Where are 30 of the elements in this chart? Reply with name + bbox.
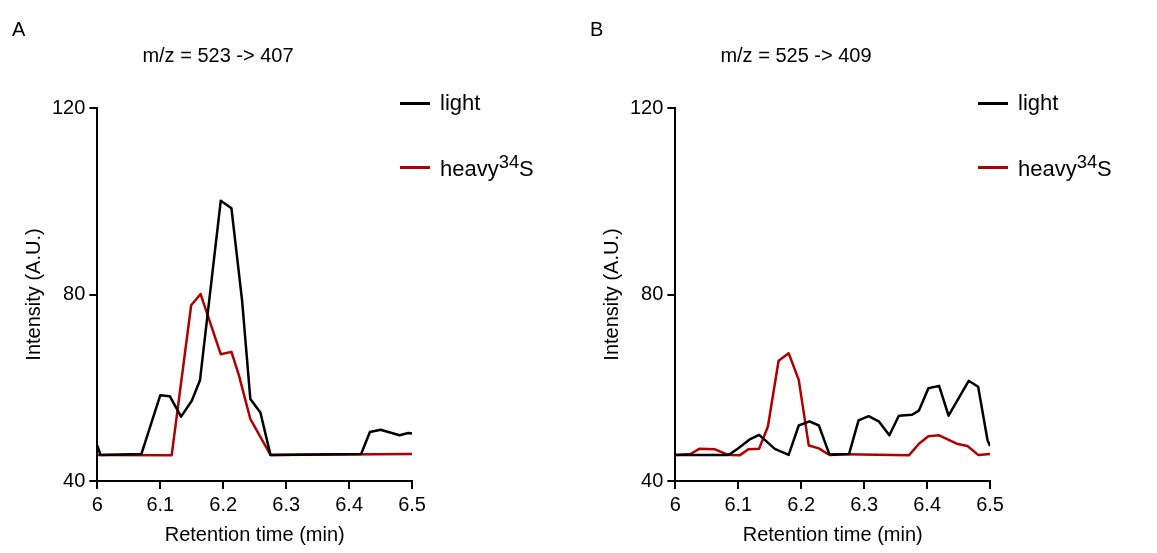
x-tick-label: 6.2 <box>209 492 238 515</box>
x-tick-label: 6.5 <box>398 492 426 515</box>
y-tick-label: 120 <box>629 95 664 118</box>
x-tick-label: 6.1 <box>724 492 753 515</box>
x-tick-label: 6.3 <box>272 492 301 515</box>
x-tick-label: 6.5 <box>976 492 1004 515</box>
text: A <box>12 18 26 41</box>
text: B <box>590 18 604 41</box>
y-tick-label: 40 <box>641 468 664 491</box>
x-tick-label: 6 <box>91 492 103 515</box>
legend-label: light <box>1018 90 1059 116</box>
y-axis-title: Intensity (A.U.) <box>599 228 622 361</box>
y-tick-label: 40 <box>63 468 86 491</box>
legend-label: heavy$^{34}$S <box>440 151 534 183</box>
x-tick-label: 6.1 <box>146 492 175 515</box>
x-tick-label: 6.2 <box>787 492 816 515</box>
chart-title: m/z = 523 -> 407 <box>142 43 294 66</box>
y-tick-label: 80 <box>641 282 664 305</box>
y-axis-title: Intensity (A.U.) <box>21 228 44 361</box>
x-axis-title: Retention time (min) <box>742 522 923 545</box>
x-tick-label: 6.3 <box>850 492 879 515</box>
x-axis-title: Retention time (min) <box>164 522 345 545</box>
x-tick-label: 6.4 <box>335 492 364 515</box>
x-tick-label: 6.4 <box>913 492 942 515</box>
x-tick-label: 6 <box>669 492 681 515</box>
chart-title: m/z = 525 -> 409 <box>720 43 872 66</box>
legend-label: light <box>440 90 481 116</box>
y-tick-label: 80 <box>63 282 86 305</box>
y-tick-label: 120 <box>51 95 86 118</box>
legend-label: heavy$^{34}$S <box>1018 151 1112 183</box>
